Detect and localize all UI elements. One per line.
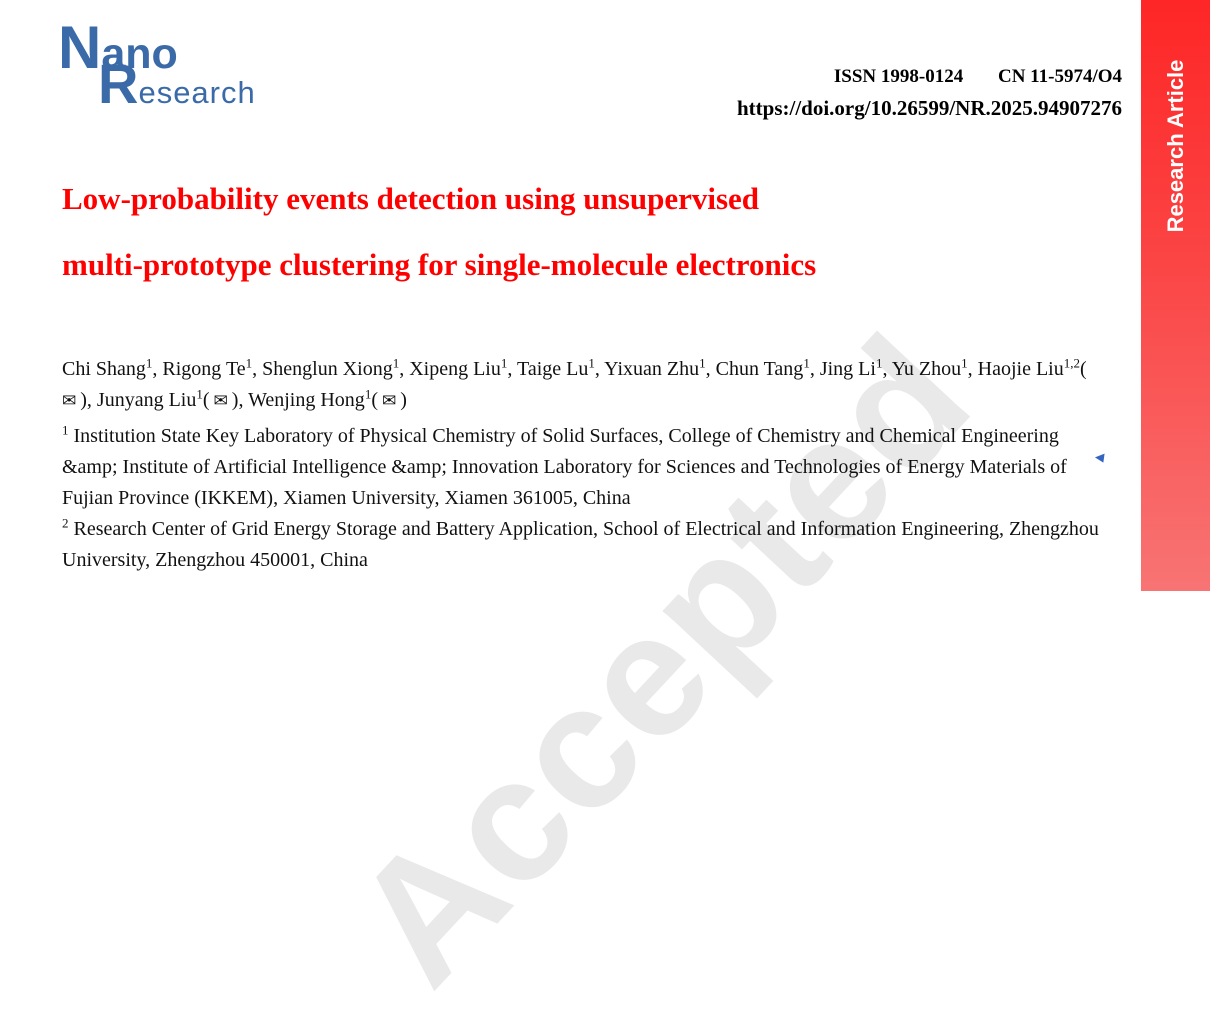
author: Yixuan Zhu1, — [604, 355, 716, 380]
authors: Chi Shang1, Rigong Te1, Shenglun Xiong1,… — [62, 354, 1108, 417]
article-type-label: Research Article — [1162, 59, 1188, 233]
envelope-icon: ✉ — [62, 391, 77, 411]
front-matter: Chi Shang1, Rigong Te1, Shenglun Xiong1,… — [62, 354, 1108, 576]
issn-cn-line: ISSN 1998-0124 CN 11-5974/O4 — [737, 62, 1122, 92]
logo-word-nano: N ano — [58, 18, 256, 78]
stray-blue-mark — [1094, 452, 1105, 463]
article-title-line2: multi-prototype clustering for single-mo… — [62, 247, 817, 282]
article-title-line1: Low-probability events detection using u… — [62, 181, 760, 216]
author: Wenjing Hong1( ✉ ) — [248, 386, 407, 411]
author: Taige Lu1, — [517, 355, 605, 380]
cn-number: CN 11-5974/O4 — [997, 66, 1122, 87]
logo-text-esearch: esearch — [138, 75, 256, 110]
author: Chun Tang1, — [715, 355, 820, 380]
author: Junyang Liu1( ✉ ), — [96, 386, 249, 411]
affiliation: 2 Research Center of Grid Energy Storage… — [62, 515, 1099, 571]
doi-link: https://doi.org/10.26599/NR.2025.9490727… — [736, 96, 1122, 120]
logo-letter-n: N — [58, 14, 102, 81]
publication-info: ISSN 1998-0124 CN 11-5974/O4 https://doi… — [737, 62, 1122, 124]
logo-word-research: R esearch — [98, 56, 256, 112]
affiliation: 1 Institution State Key Laboratory of Ph… — [62, 422, 1067, 509]
author: Haojie Liu1,2( ✉ ), — [62, 355, 1091, 411]
logo-text-ano: ano — [101, 30, 178, 78]
envelope-icon: ✉ — [381, 391, 397, 411]
issn-number: ISSN 1998-0124 — [833, 66, 964, 87]
journal-logo: N ano R esearch — [58, 18, 256, 112]
author: Chi Shang1, — [62, 355, 163, 380]
article-type-banner: Research Article — [1141, 0, 1210, 591]
article-title: Low-probability events detection using u… — [62, 166, 1080, 298]
author: Xipeng Liu1, — [409, 355, 517, 380]
affiliations: 1 Institution State Key Laboratory of Ph… — [62, 421, 1108, 576]
author: Shenglun Xiong1, — [262, 355, 410, 380]
author: Yu Zhou1, — [891, 355, 978, 380]
logo-letter-r: R — [98, 52, 139, 115]
envelope-icon: ✉ — [213, 391, 228, 411]
author: Jing Li1, — [819, 355, 892, 380]
author: Rigong Te1, — [162, 355, 263, 380]
